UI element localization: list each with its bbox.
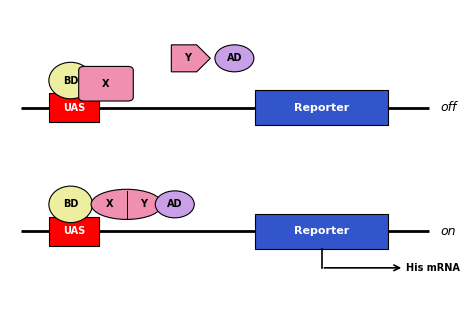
Text: off: off — [441, 101, 457, 114]
Text: Reporter: Reporter — [294, 102, 349, 112]
Text: Y: Y — [140, 199, 147, 209]
FancyBboxPatch shape — [49, 93, 99, 122]
Text: BD: BD — [63, 199, 78, 209]
Text: X: X — [102, 79, 109, 89]
FancyBboxPatch shape — [49, 217, 99, 245]
FancyBboxPatch shape — [255, 90, 388, 125]
Text: UAS: UAS — [63, 226, 85, 236]
FancyBboxPatch shape — [79, 67, 133, 101]
Text: on: on — [441, 225, 456, 238]
Ellipse shape — [91, 189, 162, 219]
Text: UAS: UAS — [63, 102, 85, 112]
Polygon shape — [171, 45, 210, 72]
Ellipse shape — [215, 45, 254, 72]
Ellipse shape — [49, 186, 92, 223]
Text: His mRNA: His mRNA — [406, 263, 460, 273]
Text: Y: Y — [184, 53, 191, 63]
Text: AD: AD — [227, 53, 242, 63]
Text: AD: AD — [167, 199, 182, 209]
Text: Reporter: Reporter — [294, 226, 349, 236]
Ellipse shape — [155, 191, 194, 218]
Text: X: X — [106, 199, 113, 209]
Ellipse shape — [49, 62, 92, 99]
FancyBboxPatch shape — [255, 214, 388, 249]
Text: BD: BD — [63, 76, 78, 86]
